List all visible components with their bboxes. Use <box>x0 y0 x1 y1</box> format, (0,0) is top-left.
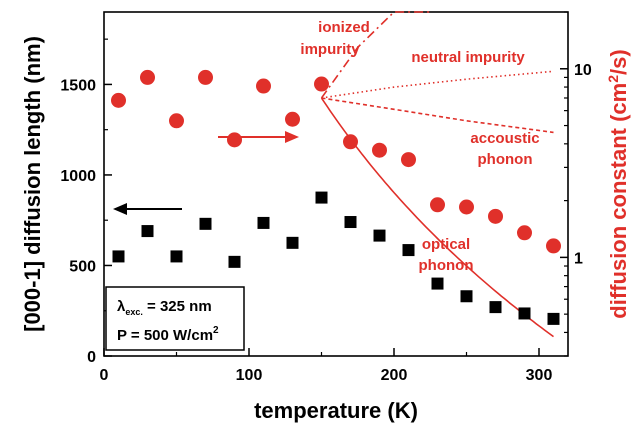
diffusion-constant-point <box>343 134 358 150</box>
right-y-axis-title: diffusion constant (cm2/s) <box>605 49 631 318</box>
diffusion-length-point <box>199 217 212 230</box>
diffusion-length-point <box>141 225 154 238</box>
diffusion-constant-point <box>285 111 300 127</box>
diffusion-length-point <box>518 307 531 320</box>
diffusion-length-point <box>286 236 299 249</box>
diffusion-length-point <box>315 191 328 204</box>
diffusion-constant-point <box>488 208 503 224</box>
diffusion-constant-point <box>517 225 532 241</box>
left-y-tick-label: 1000 <box>60 168 96 185</box>
right-y-tick-label: 1 <box>574 250 583 267</box>
plot-frame <box>103 11 569 357</box>
diffusion-length-point <box>170 250 183 263</box>
power-value: P = 500 W/cm <box>117 327 213 344</box>
x-tick-label: 200 <box>381 367 408 384</box>
legend-box <box>105 286 245 351</box>
diffusion-constant-point <box>111 92 126 108</box>
diffusion-constant-point <box>459 199 474 215</box>
diffusion-length-point <box>547 312 560 325</box>
diffusion-constant-point <box>401 152 416 168</box>
left-y-tick-label: 0 <box>87 349 96 366</box>
diffusion-constant-point <box>169 113 184 129</box>
lambda-subscript: exc. <box>125 307 143 317</box>
diffusion-length-point <box>460 290 473 303</box>
right-axis-arrow <box>218 131 299 143</box>
x-axis-title: temperature (K) <box>254 398 418 423</box>
left-y-axis-title: [000-1] diffusion length (nm) <box>20 36 45 332</box>
diffusion-length-point <box>112 250 125 263</box>
diffusion-constant-point <box>227 132 242 148</box>
diffusion-length-series <box>112 191 560 325</box>
left-y-tick-label: 500 <box>69 258 96 275</box>
diffusion-length-point <box>402 244 415 257</box>
lambda-value: = 325 nm <box>143 298 212 315</box>
diffusion-constant-point <box>430 197 445 213</box>
x-tick-label: 300 <box>526 367 553 384</box>
diffusion-constant-point <box>198 69 213 85</box>
lambda-symbol: λ <box>117 298 126 315</box>
diffusion-length-point <box>489 301 502 314</box>
legend-excitation-wavelength: λexc. = 325 nm <box>117 298 212 317</box>
right-y-axis-title-tail: /s) <box>606 49 631 75</box>
diffusion-constant-point <box>314 76 329 92</box>
right-y-axis-ticks: 1 10 <box>560 11 592 357</box>
power-superscript: 2 <box>213 325 219 336</box>
diffusion-length-point <box>228 255 241 268</box>
model-curve-dashed <box>321 97 554 134</box>
diffusion-constant-point <box>546 238 561 254</box>
left-axis-arrow <box>113 203 182 215</box>
model-curves <box>320 11 554 338</box>
annotation-accoustic: accoustic <box>470 130 539 147</box>
x-tick-label: 0 <box>100 367 109 384</box>
diffusion-length-point <box>257 216 270 229</box>
left-y-tick-label: 1500 <box>60 77 96 94</box>
conditions-legend: λexc. = 325 nm P = 500 W/cm2 <box>105 286 245 351</box>
diffusion-constant-point <box>140 69 155 85</box>
diffusion-length-point <box>373 229 386 242</box>
x-tick-label: 100 <box>236 367 263 384</box>
annotation-accoustic-phonon: phonon <box>478 151 533 168</box>
annotation-neutral-impurity: neutral impurity <box>411 49 525 66</box>
right-y-axis-title-main: diffusion constant (cm <box>606 83 631 319</box>
diffusion-constant-series <box>111 69 561 254</box>
model-curve-solid <box>320 97 554 338</box>
diffusion-constant-point <box>256 78 271 94</box>
annotation-optical: optical <box>422 236 470 253</box>
annotation-ionized: ionized <box>318 19 370 36</box>
right-y-tick-label: 10 <box>574 62 592 79</box>
diffusion-length-point <box>431 277 444 290</box>
annotation-optical-phonon: phonon <box>419 257 474 274</box>
right-y-axis-title-sup: 2 <box>605 75 621 83</box>
model-curve-dotted <box>321 70 554 99</box>
diffusion-length-point <box>344 216 357 229</box>
diffusion-constant-point <box>372 142 387 158</box>
left-y-axis-ticks: 0 500 1000 1500 <box>60 38 112 366</box>
annotation-impurity: impurity <box>300 41 360 58</box>
x-axis-ticks: 0 100 200 300 <box>100 348 553 384</box>
legend-power-density: P = 500 W/cm2 <box>117 325 219 344</box>
